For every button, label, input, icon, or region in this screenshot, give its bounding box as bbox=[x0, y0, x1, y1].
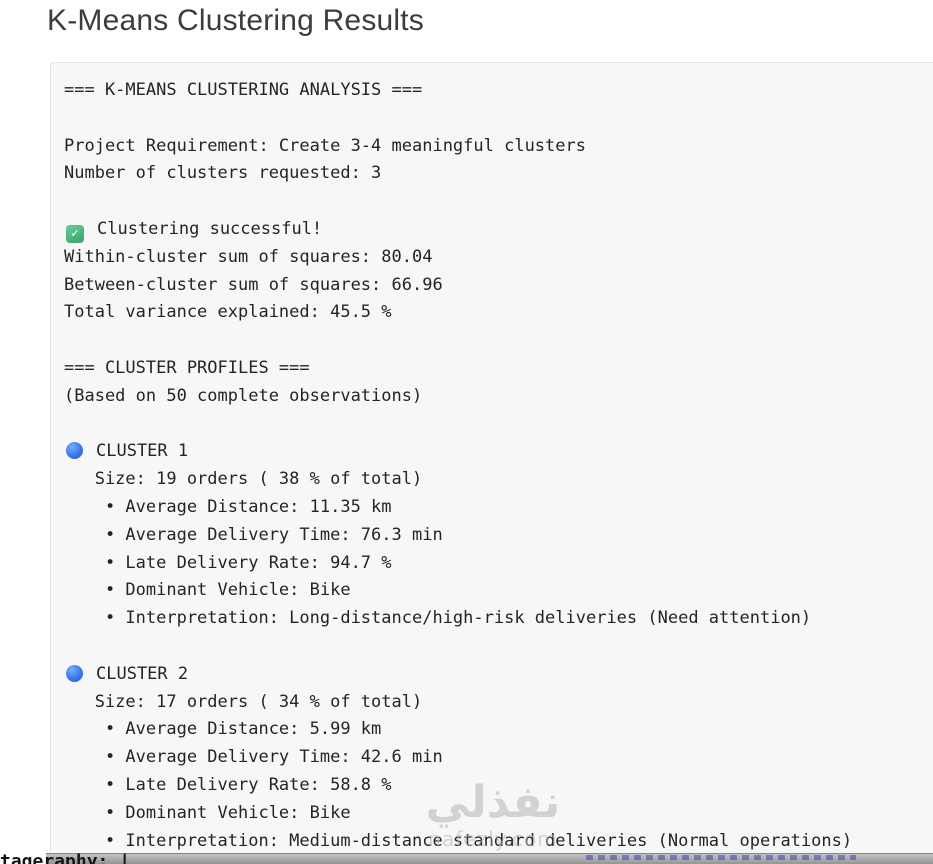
console-line bbox=[64, 105, 925, 133]
console-line-text: • Average Distance: 11.35 km bbox=[64, 496, 392, 517]
console-line: Within-cluster sum of squares: 80.04 bbox=[64, 244, 925, 272]
console-line-text: • Average Delivery Time: 76.3 min bbox=[64, 524, 443, 545]
console-line: === K-MEANS CLUSTERING ANALYSIS === bbox=[64, 77, 925, 105]
console-lines: === K-MEANS CLUSTERING ANALYSIS === Proje… bbox=[64, 77, 925, 855]
console-output: === K-MEANS CLUSTERING ANALYSIS === Proje… bbox=[50, 62, 933, 864]
console-line bbox=[64, 633, 925, 661]
console-line: CLUSTER 1 bbox=[64, 438, 925, 466]
console-line-text: === CLUSTER PROFILES === bbox=[64, 357, 310, 378]
console-line-text: === K-MEANS CLUSTERING ANALYSIS === bbox=[64, 80, 423, 100]
console-line bbox=[64, 411, 925, 439]
console-line: CLUSTER 2 bbox=[64, 661, 925, 689]
console-line-text: CLUSTER 1 bbox=[96, 441, 189, 462]
cutoff-text-fragment: tageraphy: | bbox=[0, 851, 131, 864]
console-line-text: • Late Delivery Rate: 94.7 % bbox=[64, 552, 392, 573]
console-line-text: Size: 19 orders ( 38 % of total) bbox=[64, 469, 423, 490]
console-line: (Based on 50 complete observations) bbox=[64, 383, 925, 411]
cutoff-link-fragment[interactable] bbox=[586, 855, 856, 860]
console-line: • Interpretation: Medium-distance standa… bbox=[64, 828, 925, 856]
console-line: Project Requirement: Create 3-4 meaningf… bbox=[64, 133, 925, 161]
console-line: • Average Distance: 11.35 km bbox=[64, 494, 925, 522]
console-line-text: • Interpretation: Long-distance/high-ris… bbox=[64, 608, 812, 629]
console-line-text: • Average Distance: 5.99 km bbox=[64, 719, 382, 740]
console-line-text: Project Requirement: Create 3-4 meaningf… bbox=[64, 135, 586, 156]
console-line: Number of clusters requested: 3 bbox=[64, 160, 925, 188]
console-line: • Dominant Vehicle: Bike bbox=[64, 577, 925, 605]
console-line-text: • Interpretation: Medium-distance standa… bbox=[64, 830, 853, 851]
console-line: Size: 17 orders ( 34 % of total) bbox=[64, 689, 925, 717]
console-line-text: Total variance explained: 45.5 % bbox=[64, 302, 392, 323]
console-line: === CLUSTER PROFILES === bbox=[64, 355, 925, 383]
console-line bbox=[64, 327, 925, 355]
console-line bbox=[64, 188, 925, 216]
console-line: Between-cluster sum of squares: 66.96 bbox=[64, 272, 925, 300]
console-line: Size: 19 orders ( 38 % of total) bbox=[64, 466, 925, 494]
console-line-text: • Average Delivery Time: 42.6 min bbox=[64, 747, 443, 768]
console-line-text: Clustering successful! bbox=[97, 218, 323, 239]
console-line: • Late Delivery Rate: 94.7 % bbox=[64, 550, 925, 578]
console-line-text: • Dominant Vehicle: Bike bbox=[64, 802, 351, 823]
console-line-text: • Late Delivery Rate: 58.8 % bbox=[64, 774, 392, 795]
console-line-text: Size: 17 orders ( 34 % of total) bbox=[64, 691, 423, 712]
console-line: • Average Distance: 5.99 km bbox=[64, 716, 925, 744]
console-line-text: (Based on 50 complete observations) bbox=[64, 385, 423, 406]
console-line: ✓ Clustering successful! bbox=[64, 216, 925, 244]
console-line-text: Within-cluster sum of squares: 80.04 bbox=[64, 246, 433, 267]
console-line: • Average Delivery Time: 42.6 min bbox=[64, 744, 925, 772]
console-line-text: Between-cluster sum of squares: 66.96 bbox=[64, 274, 443, 295]
console-line: • Dominant Vehicle: Bike bbox=[64, 800, 925, 828]
console-line: • Interpretation: Long-distance/high-ris… bbox=[64, 605, 925, 633]
console-line: Total variance explained: 45.5 % bbox=[64, 299, 925, 327]
console-line: • Late Delivery Rate: 58.8 % bbox=[64, 772, 925, 800]
console-line-text: • Dominant Vehicle: Bike bbox=[64, 580, 351, 601]
console-line-text: CLUSTER 2 bbox=[96, 663, 189, 684]
blue-circle-icon bbox=[66, 664, 83, 682]
bottom-bar bbox=[46, 853, 933, 864]
blue-circle-icon bbox=[66, 442, 83, 460]
page-title: K-Means Clustering Results bbox=[47, 4, 425, 37]
check-icon: ✓ bbox=[66, 224, 84, 243]
console-line: • Average Delivery Time: 76.3 min bbox=[64, 522, 925, 550]
console-line-text: Number of clusters requested: 3 bbox=[64, 163, 382, 184]
